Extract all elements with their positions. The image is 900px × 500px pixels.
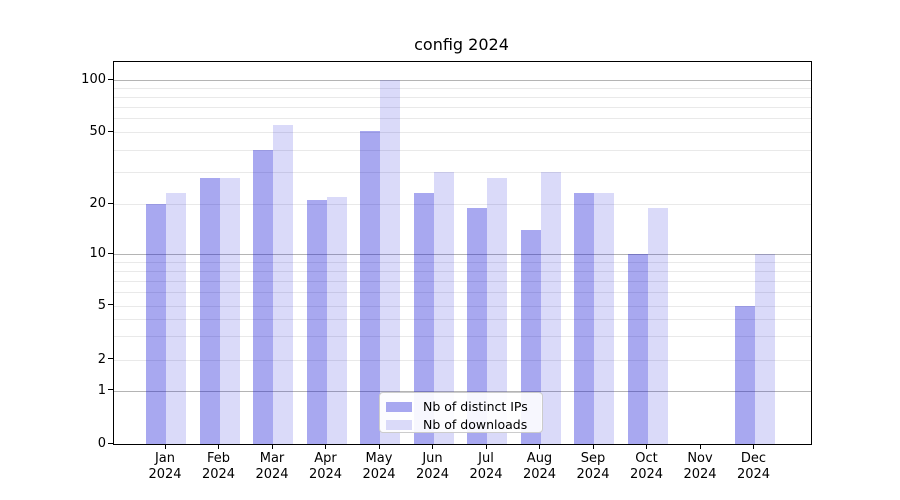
x-tick-mark <box>271 444 273 450</box>
x-tick-mark <box>164 444 166 450</box>
bar-downloads <box>540 172 561 444</box>
x-tick-label: Nov 2024 <box>683 451 717 482</box>
legend-swatch <box>386 401 412 412</box>
legend-swatch <box>386 419 412 430</box>
legend-entry: Nb of distinct IPs <box>386 398 542 415</box>
bar-distinct-ips <box>734 305 755 444</box>
minor-gridline <box>114 318 811 320</box>
x-tick-label: Jan 2024 <box>148 451 182 482</box>
bar-downloads <box>166 193 186 444</box>
legend: Nb of distinct IPs Nb of downloads <box>379 392 543 433</box>
x-tick-mark <box>485 444 487 450</box>
bar-downloads <box>487 177 507 444</box>
minor-gridline <box>114 280 811 282</box>
bar-distinct-ips <box>199 177 220 444</box>
y-tick-label: 50 <box>89 124 106 139</box>
x-tick-mark <box>592 444 594 450</box>
y-tick-label: 0 <box>97 436 106 451</box>
bar-downloads <box>647 207 668 444</box>
x-tick-label: Feb 2024 <box>201 451 236 482</box>
bar-downloads <box>433 172 454 444</box>
legend-label: Nb of distinct IPs <box>423 399 528 414</box>
y-tick-label: 2 <box>97 351 106 367</box>
minor-gridline <box>114 96 811 98</box>
y-tick-mark <box>108 389 113 391</box>
y-tick-mark <box>108 252 113 255</box>
bar-distinct-ips <box>520 229 541 444</box>
legend-entry: Nb of downloads <box>386 416 542 433</box>
legend-label: Nb of downloads <box>423 417 528 432</box>
minor-gridline <box>114 359 811 361</box>
minor-gridline <box>114 335 811 337</box>
major-gridline <box>114 80 811 81</box>
x-tick-mark <box>539 444 541 450</box>
y-tick-mark <box>108 130 113 132</box>
y-tick-mark <box>108 358 113 360</box>
bar-distinct-ips <box>413 193 434 444</box>
major-gridline <box>114 254 811 256</box>
minor-gridline <box>114 106 811 108</box>
minor-gridline <box>114 262 811 264</box>
minor-gridline <box>114 87 811 89</box>
x-tick-label: Dec 2024 <box>736 451 771 482</box>
y-tick-label: 20 <box>89 196 106 211</box>
plot-area <box>113 61 812 445</box>
y-tick-label: 100 <box>81 72 106 87</box>
x-tick-label: Sep 2024 <box>576 451 610 482</box>
y-tick-mark <box>108 78 113 80</box>
minor-gridline <box>114 292 811 294</box>
bar-downloads <box>754 254 775 444</box>
x-tick-mark <box>699 444 701 450</box>
minor-gridline <box>114 118 811 120</box>
x-tick-mark <box>378 444 380 450</box>
bar-distinct-ips <box>146 204 166 444</box>
x-tick-mark <box>432 444 434 450</box>
bar-distinct-ips <box>253 149 273 444</box>
x-tick-label: May 2024 <box>362 451 396 482</box>
x-tick-label: Mar 2024 <box>255 451 289 482</box>
y-tick-mark <box>108 442 113 444</box>
bar-distinct-ips <box>574 193 594 444</box>
x-tick-label: Jun 2024 <box>415 451 450 482</box>
bar-downloads <box>326 196 347 444</box>
bar-distinct-ips <box>360 130 380 444</box>
minor-gridline <box>114 305 811 307</box>
x-tick-mark <box>646 444 648 450</box>
x-tick-label: Aug 2024 <box>522 451 557 482</box>
x-tick-label: Jul 2024 <box>469 451 503 482</box>
minor-gridline <box>114 149 811 151</box>
chart-title: config 2024 <box>414 35 509 54</box>
x-tick-mark <box>753 444 755 450</box>
bar-distinct-ips <box>306 200 327 444</box>
minor-gridline <box>114 132 811 133</box>
bar-distinct-ips <box>467 207 487 444</box>
y-tick-label: 10 <box>89 246 106 262</box>
x-tick-label: Oct 2024 <box>629 451 664 482</box>
minor-gridline <box>114 204 811 205</box>
y-tick-label: 1 <box>97 382 106 398</box>
y-tick-mark <box>108 202 113 204</box>
x-tick-label: Apr 2024 <box>308 451 343 482</box>
y-tick-label: 5 <box>97 297 106 313</box>
bar-downloads <box>594 193 614 444</box>
bar-distinct-ips <box>627 254 648 444</box>
bar-downloads <box>273 124 293 444</box>
x-tick-mark <box>325 444 327 450</box>
minor-gridline <box>114 172 811 174</box>
bar-downloads <box>380 80 400 444</box>
x-tick-mark <box>218 444 220 450</box>
bar-downloads <box>219 177 240 444</box>
major-gridline <box>114 390 811 392</box>
minor-gridline <box>114 270 811 272</box>
y-tick-mark <box>108 304 113 306</box>
